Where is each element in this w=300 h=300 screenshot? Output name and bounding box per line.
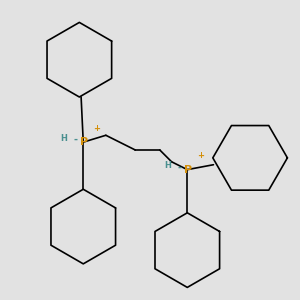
Text: +: + xyxy=(94,124,100,133)
Text: -: - xyxy=(74,135,77,145)
Text: P: P xyxy=(80,137,88,147)
Text: H: H xyxy=(61,134,68,143)
Text: +: + xyxy=(197,152,205,160)
Text: H: H xyxy=(165,161,172,170)
Text: -: - xyxy=(177,163,182,173)
Text: P: P xyxy=(184,165,192,175)
